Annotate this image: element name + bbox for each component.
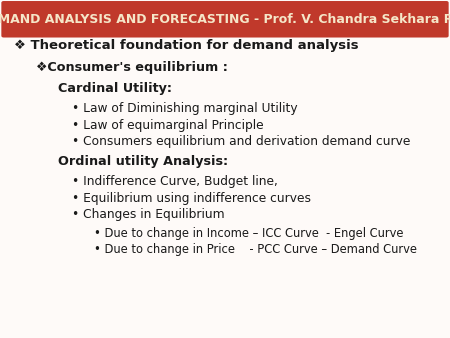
Text: Cardinal Utility:: Cardinal Utility:: [58, 82, 172, 95]
Text: DEMAND ANALYSIS AND FORECASTING - Prof. V. Chandra Sekhara Rao: DEMAND ANALYSIS AND FORECASTING - Prof. …: [0, 13, 450, 26]
Text: • Due to change in Price    - PCC Curve – Demand Curve: • Due to change in Price - PCC Curve – D…: [94, 243, 418, 256]
Text: ❖ Theoretical foundation for demand analysis: ❖ Theoretical foundation for demand anal…: [14, 39, 358, 52]
Text: • Law of Diminishing marginal Utility: • Law of Diminishing marginal Utility: [72, 102, 297, 115]
Text: • Due to change in Income – ICC Curve  - Engel Curve: • Due to change in Income – ICC Curve - …: [94, 227, 404, 240]
Text: • Changes in Equilibrium: • Changes in Equilibrium: [72, 208, 225, 221]
Text: • Equilibrium using indifference curves: • Equilibrium using indifference curves: [72, 192, 311, 204]
Text: • Indifference Curve, Budget line,: • Indifference Curve, Budget line,: [72, 175, 278, 188]
Text: • Law of equimarginal Principle: • Law of equimarginal Principle: [72, 119, 264, 131]
Text: Ordinal utility Analysis:: Ordinal utility Analysis:: [58, 155, 229, 168]
Text: ❖Consumer's equilibrium :: ❖Consumer's equilibrium :: [36, 61, 228, 74]
FancyBboxPatch shape: [1, 1, 449, 38]
Text: • Consumers equilibrium and derivation demand curve: • Consumers equilibrium and derivation d…: [72, 135, 410, 148]
